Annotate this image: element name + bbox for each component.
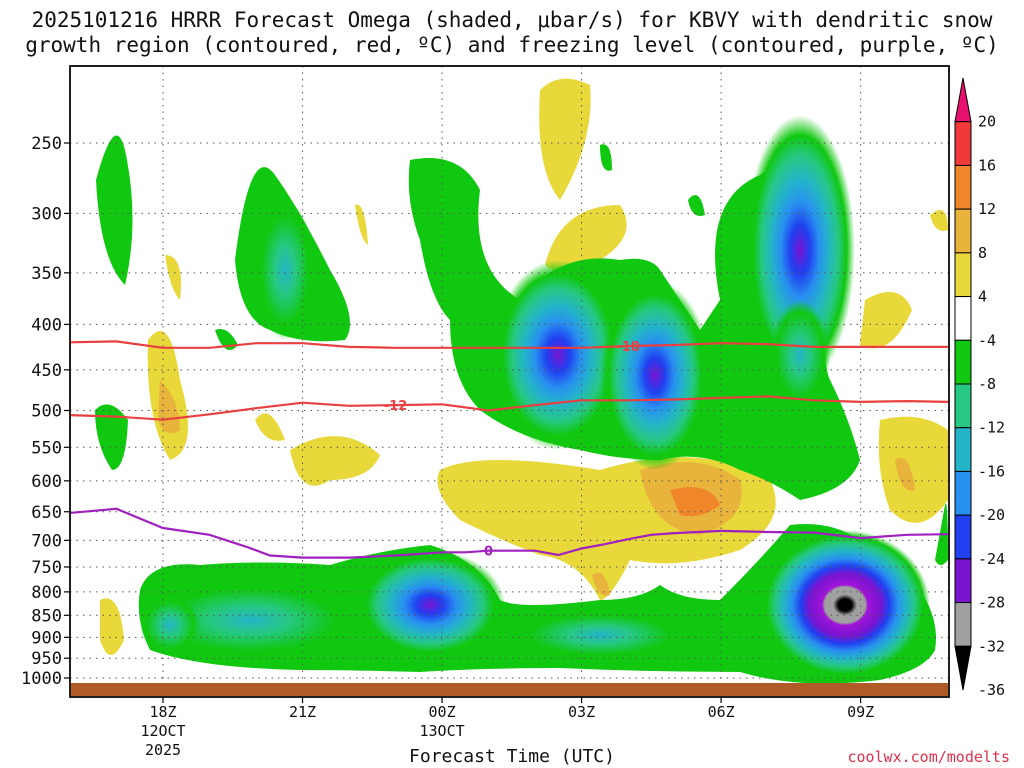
omega-descent-patch — [165, 255, 181, 300]
contour-label: -18 — [616, 340, 640, 355]
colorbar-segment — [954, 208, 972, 254]
omega-ascent-patch — [600, 144, 612, 171]
colorbar-segment — [954, 558, 972, 604]
colorbar-segment — [954, 252, 972, 298]
y-tick-label: 650 — [31, 503, 62, 523]
chart-title: 2025101216 HRRR Forecast Omega (shaded, … — [25, 8, 999, 57]
colorbar-segment — [954, 164, 972, 210]
colorbar-segment — [954, 514, 972, 560]
contour-line — [70, 395, 949, 421]
contour-line — [70, 507, 949, 559]
colorbar-segment — [954, 296, 972, 341]
y-tick-label: 750 — [31, 558, 62, 578]
omega-ascent-patch — [688, 195, 705, 216]
omega-descent-patch — [878, 416, 948, 523]
y-tick-label: 600 — [31, 472, 62, 492]
contour-label: 0 — [484, 545, 493, 560]
y-tick-label: 450 — [31, 361, 62, 381]
grid — [70, 66, 949, 697]
omega-ascent-core — [770, 300, 830, 410]
colorbar-label: -20 — [978, 506, 1005, 524]
x-tick-label: 06Z — [708, 703, 735, 721]
y-tick-label: 250 — [31, 134, 62, 154]
colorbar-label: -36 — [978, 681, 1005, 699]
x-tick-date: 12OCT — [140, 722, 185, 740]
omega-ascent-core — [600, 280, 710, 470]
colorbar-label: -24 — [978, 550, 1005, 568]
omega-ascent-core — [255, 200, 315, 340]
colorbar-label: 4 — [978, 288, 987, 306]
colorbar-segment — [954, 427, 972, 472]
omega-ascent-core — [510, 610, 690, 660]
x-tick-year: 2025 — [145, 741, 181, 759]
omega-descent-patch — [592, 572, 610, 596]
colorbar-label: 20 — [978, 113, 996, 131]
colorbar-label: 16 — [978, 156, 996, 174]
y-tick-label: 300 — [31, 204, 62, 224]
colorbar-segment — [954, 121, 972, 166]
colorbar-label: -32 — [978, 637, 1005, 655]
omega-ascent-patch — [96, 135, 133, 285]
colorbar-segment — [954, 339, 972, 385]
colorbar-segment — [954, 470, 972, 516]
colorbar-label: 12 — [978, 200, 996, 218]
x-tick-label: 21Z — [289, 703, 316, 721]
omega-descent-patch — [290, 436, 380, 486]
omega-ascent-core — [355, 550, 505, 660]
omega-ascent-core — [745, 115, 855, 385]
colorbar-segment — [954, 383, 972, 429]
colorbar-label: -28 — [978, 594, 1005, 612]
colorbar-label: 8 — [978, 244, 987, 262]
y-tick-label: 900 — [31, 628, 62, 648]
y-tick-label: 350 — [31, 264, 62, 284]
y-tick-label: 850 — [31, 606, 62, 626]
y-tick-label: 800 — [31, 583, 62, 603]
contour-line — [70, 340, 949, 349]
omega-shading — [95, 78, 948, 684]
x-tick-label: 03Z — [568, 703, 595, 721]
omega-descent-patch — [860, 292, 912, 349]
credit-text: coolwx.com/modelts — [847, 748, 1010, 766]
y-tick-label: 550 — [31, 438, 62, 458]
colorbar-segment — [954, 602, 972, 647]
omega-ascent-core — [493, 260, 623, 450]
omega-descent-patch — [355, 204, 368, 245]
omega-descent-patch — [670, 487, 720, 517]
y-axis: 2503003504004505005506006507007508008509… — [21, 134, 70, 689]
omega-descent-patch — [545, 205, 627, 272]
ground-strip — [71, 683, 948, 696]
omega-descent-patch — [895, 458, 915, 491]
omega-descent-patch — [255, 413, 285, 441]
y-tick-label: 1000 — [21, 669, 62, 689]
y-tick-label: 950 — [31, 649, 62, 669]
colorbar-label: -12 — [978, 419, 1005, 437]
contours: -18 -12 0 — [70, 340, 949, 560]
omega-descent-patch — [930, 210, 948, 231]
contour-label: -12 — [384, 399, 408, 414]
x-tick-label: 00Z — [429, 703, 456, 721]
colorbar-segment — [954, 77, 972, 123]
colorbar: 20 16 12 8 4 -4 -8 -12 -16 -20 -24 -28 -32 -36 — [954, 77, 1005, 699]
y-tick-label: 700 — [31, 531, 62, 551]
x-axis-title: Forecast Time (UTC) — [409, 746, 615, 767]
colorbar-label: -16 — [978, 462, 1005, 480]
x-tick-label: 18Z — [149, 703, 176, 721]
x-tick-date: 13OCT — [419, 722, 464, 740]
omega-descent-patch — [100, 598, 124, 655]
omega-ascent-core — [760, 530, 930, 680]
y-tick-label: 500 — [31, 402, 62, 422]
y-tick-label: 400 — [31, 315, 62, 335]
colorbar-segment — [954, 645, 972, 691]
x-tick-label: 09Z — [847, 703, 874, 721]
colorbar-label: -4 — [978, 331, 996, 349]
omega-ascent-patch — [95, 404, 128, 470]
omega-ascent-core — [140, 595, 200, 655]
omega-descent-patch — [539, 78, 591, 200]
colorbar-label: -8 — [978, 375, 996, 393]
